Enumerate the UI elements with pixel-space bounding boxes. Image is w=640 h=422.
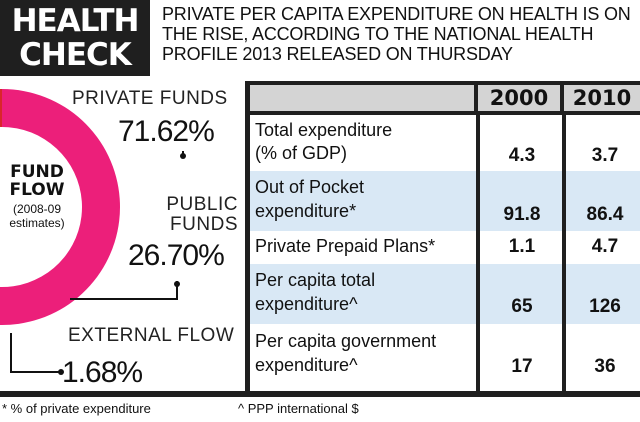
public-leader-v xyxy=(176,281,178,299)
col-2000: 2000 xyxy=(478,85,560,111)
private-funds-number: 71.62% xyxy=(118,115,215,148)
col-divider xyxy=(562,324,566,391)
row-label-line1: Per capita total xyxy=(255,270,376,290)
table-row: Per capita government expenditure^ 17 36 xyxy=(250,324,640,391)
public-funds-value: 26.70% xyxy=(128,239,225,272)
row-label-line1: Per capita government xyxy=(255,331,437,351)
row-label-line2: expenditure* xyxy=(255,201,357,221)
title-line-1: HEALTH xyxy=(11,3,140,39)
row-label-line1: Out of Pocket xyxy=(255,177,365,197)
col-2010: 2010 xyxy=(564,85,640,111)
footnote-private: * % of private expenditure xyxy=(2,401,151,416)
table-row: Total expenditure (% of GDP) 4.3 3.7 xyxy=(250,115,640,171)
table-row: Out of Pocket expenditure* 91.8 86.4 xyxy=(250,171,640,231)
col-divider xyxy=(562,171,566,231)
col-divider xyxy=(562,264,566,324)
table-row: Per capita total expenditure^ 65 126 xyxy=(250,264,640,324)
header-description: Private per capita expenditure on health… xyxy=(162,4,631,64)
col-divider xyxy=(476,171,480,231)
value-2010: 3.7 xyxy=(591,145,619,166)
row-label-line2: expenditure^ xyxy=(255,355,358,375)
value-2010: 126 xyxy=(589,296,621,317)
title-line-2: CHECK xyxy=(19,37,132,73)
row-label-line1: Total expenditure xyxy=(255,120,393,140)
value-2000: 4.3 xyxy=(508,145,536,166)
private-dot xyxy=(180,153,186,159)
external-flow-number: 1.68% xyxy=(62,356,143,389)
col-divider xyxy=(476,115,480,171)
external-flow-label: EXTERNAL FLOW xyxy=(68,325,235,346)
table-row: Private Prepaid Plans* 1.1 4.7 xyxy=(250,231,640,264)
external-leader-h xyxy=(10,371,60,373)
fund-flow-subtitle: (2008-09 estimates) xyxy=(9,202,65,230)
private-funds-label: PRIVATE FUNDS xyxy=(72,88,228,109)
fund-flow-title: FUND FLOW xyxy=(9,162,65,200)
row-label-line1: Private Prepaid Plans* xyxy=(255,236,436,256)
value-2000: 91.8 xyxy=(503,204,541,225)
fund-flow-caption: FUND FLOW (2008-09 estimates) xyxy=(6,163,68,230)
table-header-blank xyxy=(250,85,474,111)
col-divider xyxy=(562,115,566,171)
external-flow-value: 1.68% xyxy=(62,356,143,389)
col-divider xyxy=(562,231,566,264)
value-2000: 17 xyxy=(511,356,533,377)
col-divider xyxy=(476,231,480,264)
footnote-ppp: ^ PPP international $ xyxy=(238,401,359,416)
infographic-title: HEALTH CHECK xyxy=(0,0,150,76)
value-2010: 36 xyxy=(594,356,616,377)
col-divider xyxy=(476,324,480,391)
value-2010: 4.7 xyxy=(591,236,619,257)
external-leader-v xyxy=(10,333,12,373)
col-divider xyxy=(476,264,480,324)
public-funds-label: PUBLIC FUNDS xyxy=(166,194,238,235)
external-dot xyxy=(58,369,64,375)
row-label-line2: (% of GDP) xyxy=(255,143,348,163)
fund-flow-panel: FUND FLOW (2008-09 estimates) PRIVATE FU… xyxy=(0,81,245,391)
row-label-line2: expenditure^ xyxy=(255,294,358,314)
donut-slice-external-flow xyxy=(0,89,2,128)
value-2010: 86.4 xyxy=(586,204,624,225)
donut-slice-private-funds xyxy=(0,89,120,325)
public-funds-number: 26.70% xyxy=(128,239,225,272)
value-2000: 1.1 xyxy=(508,236,536,257)
value-2000: 65 xyxy=(511,296,533,317)
public-leader-h xyxy=(70,298,178,300)
private-funds-value: 71.62% xyxy=(118,115,215,148)
donut-chart xyxy=(0,89,120,325)
